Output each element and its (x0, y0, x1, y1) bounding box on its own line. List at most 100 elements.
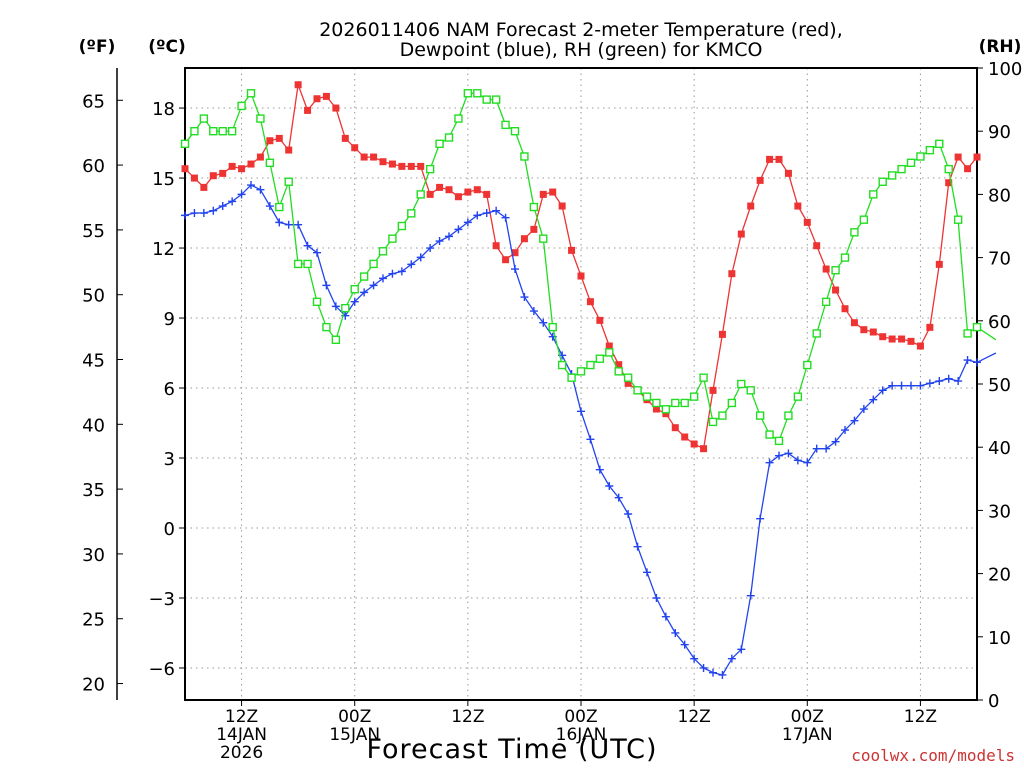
temperature-point (737, 230, 745, 238)
rh-point (916, 152, 925, 161)
credit-text: coolwx.com/models (851, 746, 1015, 765)
rh-tick-label: 70 (988, 249, 1011, 270)
temperature-point (549, 188, 557, 196)
fahrenheit-tick-label: 55 (82, 221, 105, 242)
temperature-point (728, 270, 736, 278)
rh-point (246, 89, 256, 98)
rh-point (548, 322, 557, 332)
temperature-point (888, 335, 896, 343)
rh-tick-label: 0 (988, 691, 999, 712)
temperature-point (700, 445, 708, 453)
rh-point (652, 398, 661, 408)
dewpoint-point (614, 493, 623, 502)
temperature-point (558, 202, 566, 210)
temperature-point (520, 235, 528, 243)
temperature-point (596, 316, 604, 324)
temperature-point (775, 155, 783, 163)
temperature-point (624, 379, 632, 387)
dewpoint-point (228, 197, 237, 206)
temperature-point (539, 190, 547, 198)
temperature-point (964, 165, 972, 173)
celsius-tick-labels: −6 −3 0 3 6 9 12 15 18 (148, 99, 175, 680)
temperature-point (313, 95, 321, 103)
temperature-point (803, 218, 811, 226)
temperature-point (954, 153, 962, 161)
rh-point (190, 126, 199, 136)
rh-point (407, 209, 416, 218)
celsius-tick-label: 0 (164, 519, 175, 540)
temperature-point (605, 342, 613, 350)
temperature-point (351, 144, 359, 152)
rh-point (614, 367, 623, 376)
rh-point (520, 152, 529, 161)
rh-point (539, 234, 548, 243)
temperature-point (662, 410, 670, 418)
rh-point (737, 379, 746, 389)
dewpoint-point (492, 206, 501, 215)
rh-point (793, 392, 803, 401)
dewpoint-point (595, 465, 604, 474)
rh-point (850, 228, 859, 237)
dewpoint-point (878, 386, 887, 395)
rh-point (265, 158, 275, 168)
rh-point (963, 329, 972, 338)
temperature-point (256, 153, 264, 161)
dewpoint-point (888, 381, 897, 390)
dewpoint-point (869, 395, 878, 404)
dewpoint-point (897, 381, 906, 390)
rh-point (708, 417, 718, 427)
fahrenheit-tick-label: 45 (82, 351, 105, 372)
rh-tick-label: 40 (988, 438, 1011, 459)
dewpoint-point (539, 318, 548, 327)
dewpoint-point (850, 416, 859, 425)
temperature-point (322, 92, 330, 100)
rh-point (510, 126, 520, 136)
dewpoint-point (907, 381, 915, 390)
temperature-point (907, 337, 915, 345)
temperature-point (285, 146, 293, 154)
rh-point (567, 373, 576, 382)
dewpoint-point (331, 302, 340, 311)
rh-point (256, 114, 265, 123)
dewpoint-point (407, 260, 416, 269)
temperature-point (379, 158, 387, 166)
rh-point (586, 360, 595, 370)
dewpoint-point (737, 645, 746, 654)
rh-point (595, 354, 605, 363)
rh-point (331, 335, 341, 344)
data-series (180, 81, 997, 679)
rh-point (727, 398, 737, 408)
rh-tick-label: 60 (988, 312, 1011, 333)
rh-point (378, 247, 388, 256)
rh-point (482, 95, 491, 104)
rh-tick-label: 100 (988, 59, 1022, 80)
rh-point (680, 398, 689, 408)
rh-point (473, 89, 482, 98)
rh-point (369, 259, 378, 269)
dewpoint-line (184, 184, 997, 676)
dewpoint-point (284, 220, 293, 229)
rh-point (784, 411, 793, 420)
temperature-point (681, 433, 689, 441)
temperature-point (718, 330, 726, 338)
temperature-point (511, 249, 519, 257)
rh-point (576, 367, 586, 376)
dewpoint-point (256, 185, 265, 194)
rh-point (897, 164, 906, 174)
dewpoint-point (388, 269, 397, 278)
celsius-tick-label: 9 (164, 309, 175, 330)
dewpoint-point (265, 202, 274, 211)
dewpoint-point (812, 444, 821, 453)
dewpoint-point (577, 407, 585, 416)
dewpoint-point (247, 181, 255, 190)
temperature-point (219, 169, 227, 177)
rh-tick-labels: 0 10 20 30 40 50 60 70 80 90 100 (988, 59, 1022, 712)
time-tick-label: 12Z (904, 707, 937, 727)
rh-point (435, 139, 444, 149)
temperature-point (794, 202, 802, 210)
temperature-point (238, 165, 246, 173)
dewpoint-point (218, 202, 227, 211)
time-tick-label: 15JAN (329, 725, 380, 745)
